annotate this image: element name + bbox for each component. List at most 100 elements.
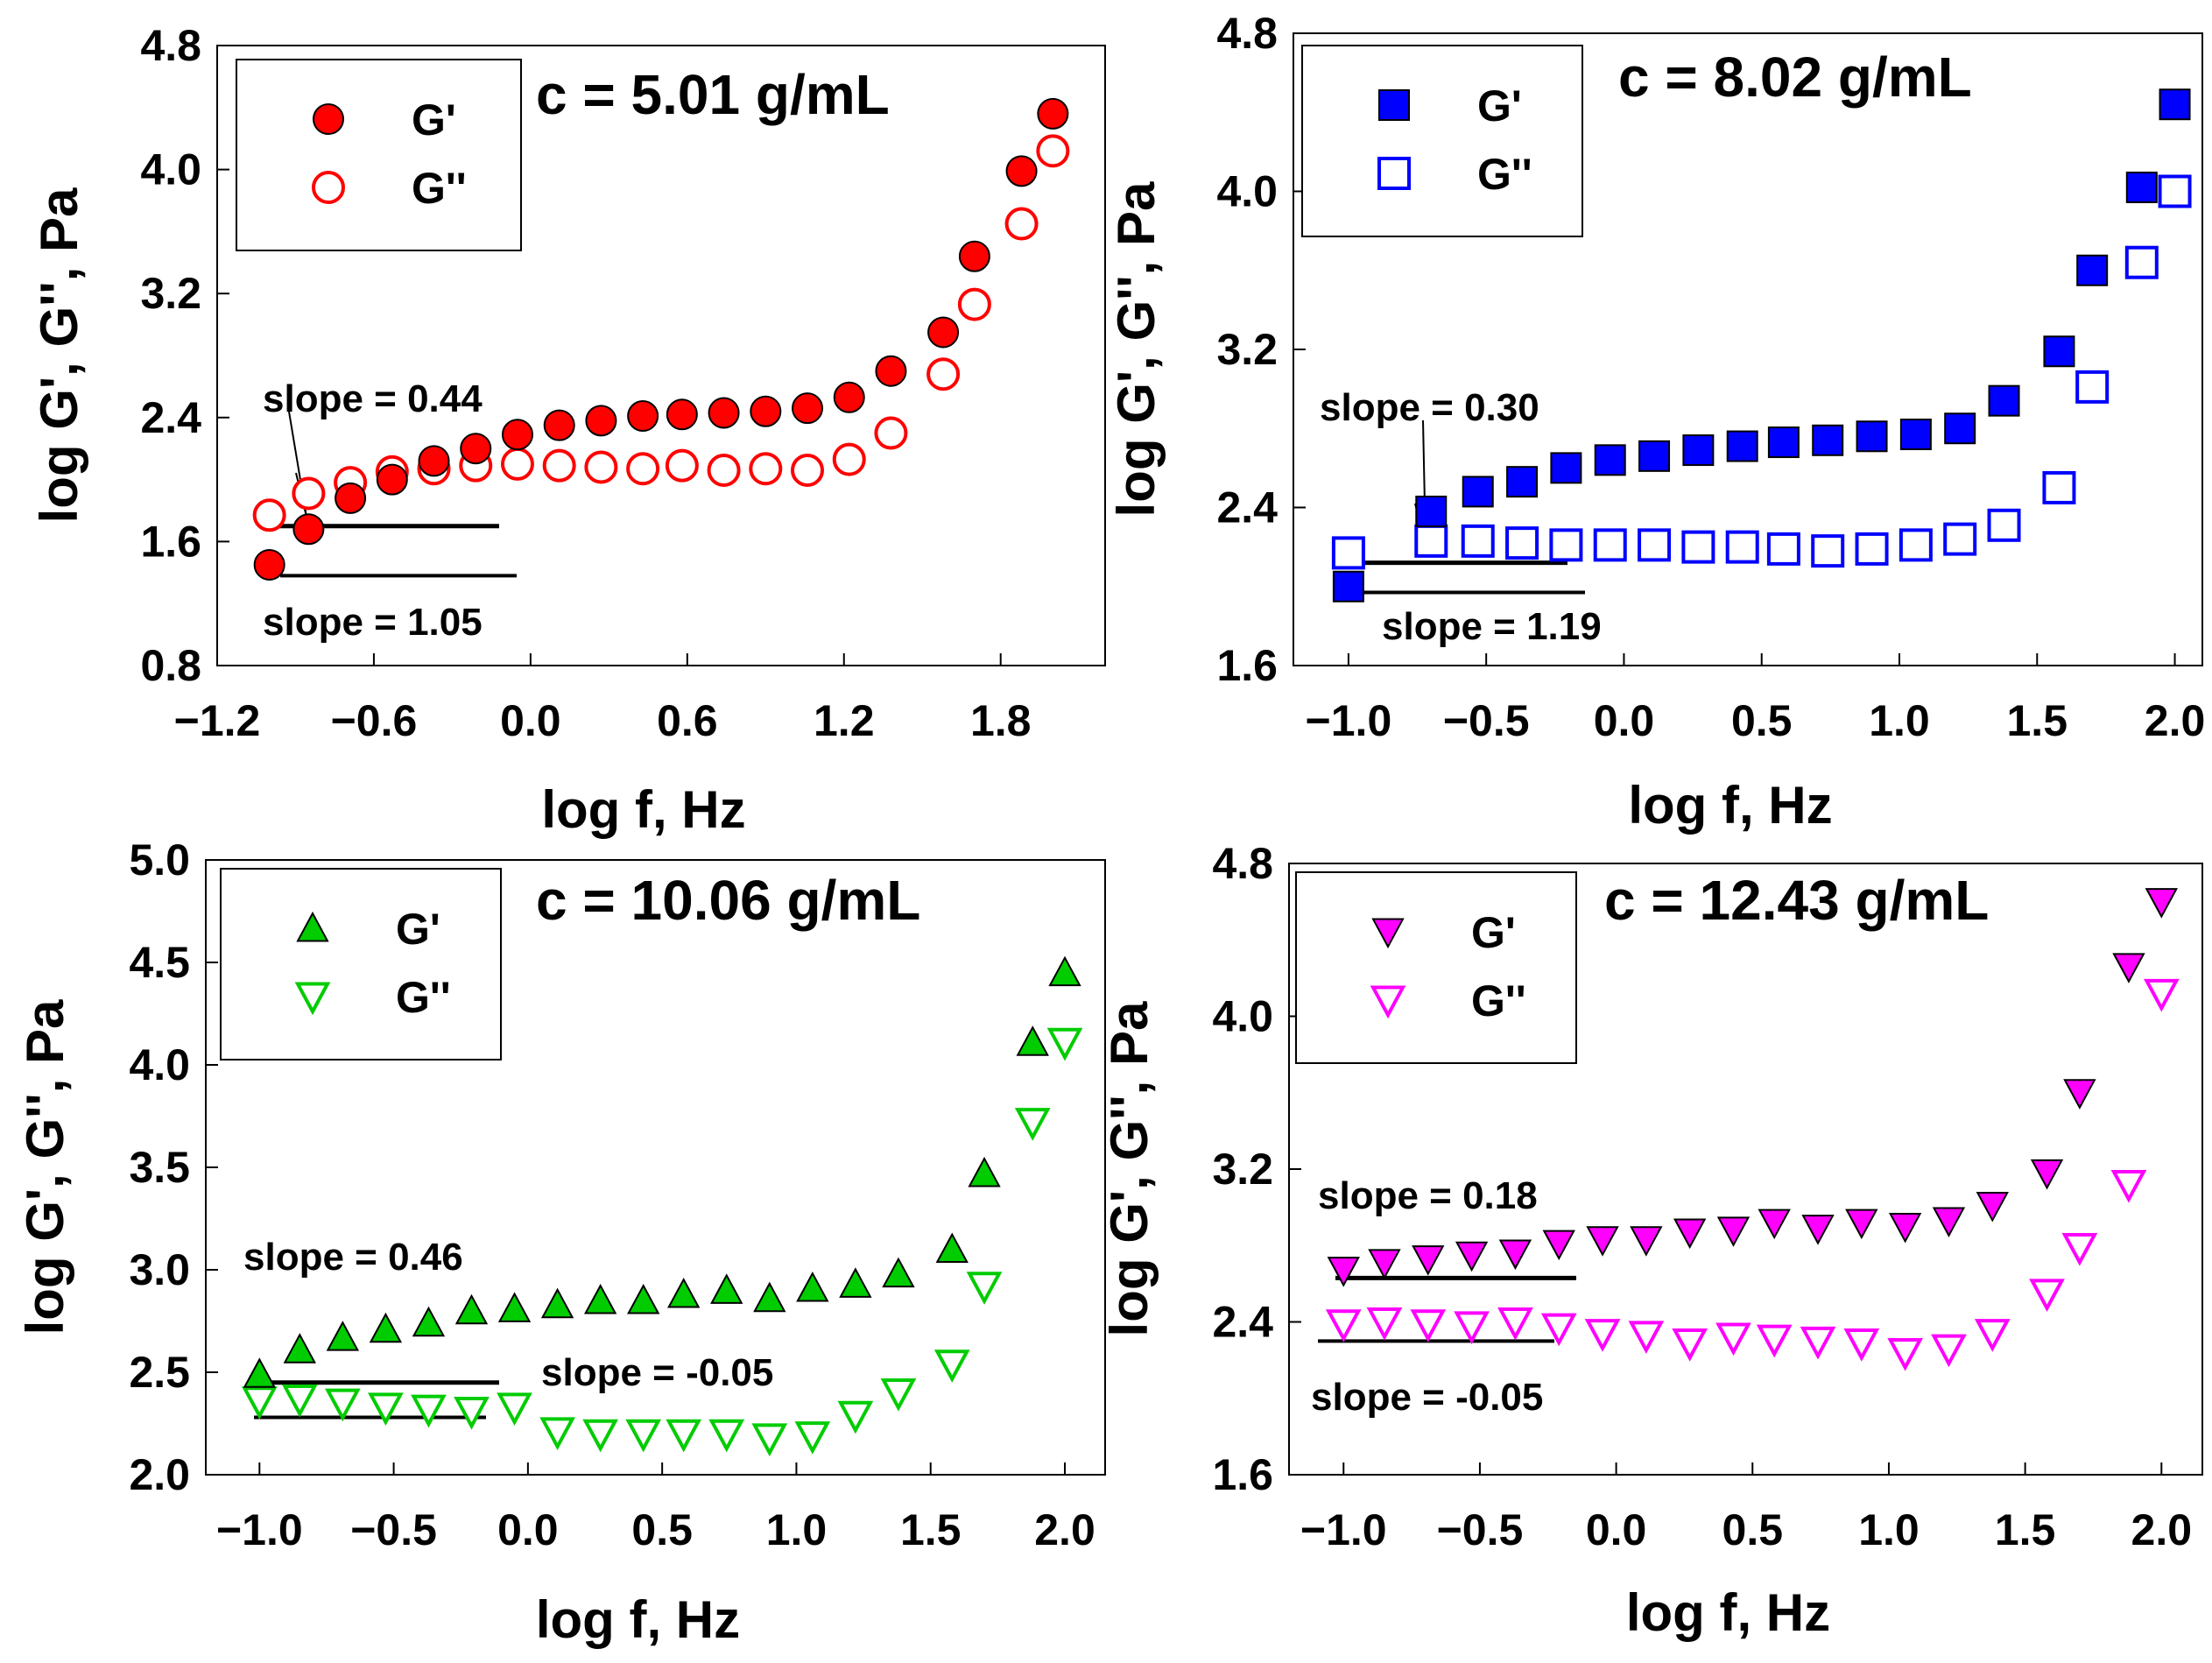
series-g-prime — [1332, 88, 2191, 602]
data-point — [832, 442, 866, 476]
legend-marker — [313, 103, 344, 135]
data-point — [1461, 524, 1495, 558]
y-axis-title: log G', G'', Pa — [16, 999, 74, 1335]
x-tick-label: 0.5 — [631, 1505, 693, 1554]
legend-marker — [312, 171, 345, 204]
data-point — [2125, 171, 2158, 203]
chart-title: c = 5.01 g/mL — [536, 63, 890, 126]
data-point — [839, 1267, 872, 1298]
x-tick-label: 2.0 — [2131, 1505, 2193, 1554]
series-g-double-prime — [1325, 978, 2180, 1371]
x-tick-label: 0.5 — [1731, 696, 1793, 745]
x-tick-label: 0.0 — [1594, 696, 1655, 745]
data-point — [749, 452, 783, 486]
data-point — [707, 453, 741, 487]
data-point — [1682, 434, 1715, 467]
data-point — [1455, 1241, 1489, 1272]
data-point — [368, 1392, 404, 1426]
data-point — [1672, 1328, 1708, 1362]
slope-annotation: slope = 0.46 — [243, 1236, 463, 1279]
data-point — [1756, 1324, 1793, 1358]
data-point — [324, 1388, 361, 1422]
legend-marker — [294, 982, 331, 1016]
data-point — [935, 1232, 969, 1264]
data-point — [292, 476, 326, 511]
x-tick-label: 0.5 — [1722, 1505, 1784, 1554]
data-point — [543, 409, 575, 441]
y-tick-label: 2.4 — [1216, 483, 1278, 532]
legend-label: G' — [1471, 908, 1516, 957]
legend-box — [1301, 45, 1583, 237]
data-point — [796, 1271, 829, 1302]
data-point — [666, 398, 698, 431]
data-point — [1037, 97, 1069, 130]
legend-label: G' — [412, 95, 456, 144]
legend-label: G'' — [396, 973, 451, 1022]
y-tick-label: 3.5 — [129, 1143, 190, 1192]
data-point — [1988, 384, 2020, 417]
legend-label: G'' — [412, 164, 467, 213]
data-point — [1462, 476, 1494, 508]
data-point — [1412, 1245, 1445, 1276]
legend-label: G'' — [1477, 150, 1532, 199]
data-point — [241, 1386, 278, 1420]
x-tick-label: 1.8 — [970, 696, 1032, 745]
chart-panel-4: 1.6 2.4 3.2 4.0 4.8 −1.0 −0.5 0.0 0.5 1.0 1.5 2.0 lo… — [1100, 839, 2203, 1642]
y-tick-label: 1.6 — [1212, 1450, 1273, 1499]
y-tick-label: 4.8 — [1212, 839, 1273, 888]
chart-panel-1: 0.8 1.6 2.4 3.2 4.0 4.8 −1.2 −0.6 0.0 0.6 1.2 1.8 lo… — [30, 21, 1106, 839]
x-axis-title: log f, Hz — [541, 780, 745, 839]
data-point — [1454, 1311, 1490, 1345]
data-point — [540, 1287, 574, 1319]
data-point — [927, 316, 960, 349]
data-point — [753, 1281, 786, 1313]
x-tick-label: −1.0 — [216, 1505, 303, 1554]
data-point — [2042, 470, 2076, 504]
data-point — [584, 450, 618, 484]
data-point — [875, 355, 907, 387]
data-point — [1325, 1309, 1362, 1342]
y-tick-label: 4.8 — [140, 21, 201, 70]
y-axis-title: log G', G'', Pa — [1100, 1001, 1159, 1336]
data-point — [1899, 528, 1933, 562]
data-point — [585, 405, 617, 437]
y-axis-title: log G', G'', Pa — [1107, 181, 1166, 517]
data-point — [625, 1419, 662, 1453]
data-point — [1497, 1307, 1533, 1341]
x-tick-label: 0.0 — [500, 696, 561, 745]
data-point — [708, 397, 740, 429]
y-tick-label: 2.4 — [1212, 1298, 1273, 1347]
x-tick-label: 1.5 — [900, 1505, 962, 1554]
y-tick-label: 3.0 — [129, 1245, 190, 1294]
x-tick-label: −0.6 — [331, 696, 418, 745]
data-point — [966, 1272, 1003, 1305]
data-point — [412, 1306, 446, 1337]
data-point — [542, 448, 576, 483]
series-g-double-prime — [241, 1027, 1083, 1457]
y-tick-label: 3.2 — [1216, 325, 1278, 374]
data-point — [1932, 1207, 1966, 1237]
x-tick-label: −0.5 — [1443, 696, 1530, 745]
data-point — [1801, 1215, 1835, 1245]
data-point — [2043, 335, 2075, 368]
y-tick-label: 3.2 — [1212, 1145, 1273, 1194]
data-point — [794, 1421, 831, 1455]
data-point — [583, 1283, 617, 1314]
data-point — [1046, 1027, 1083, 1061]
data-point — [2110, 1170, 2147, 1203]
data-point — [283, 1333, 316, 1364]
x-tick-label: −1.2 — [174, 696, 261, 745]
data-point — [1715, 1322, 1751, 1356]
data-point — [1414, 524, 1448, 558]
data-point — [833, 381, 865, 413]
series-g-double-prime — [1331, 174, 2192, 570]
chart-panel-2: 1.6 2.4 3.2 4.0 4.8 −1.0 −0.5 0.0 0.5 1.0 1.5 2.0 lo… — [1107, 9, 2205, 835]
data-point — [968, 1156, 1001, 1187]
data-point — [2075, 370, 2110, 404]
slope-annotation: slope = -0.05 — [541, 1351, 773, 1394]
data-point — [1812, 424, 1844, 456]
data-point — [1673, 1218, 1707, 1250]
x-tick-label: 1.0 — [1869, 696, 1930, 745]
data-point — [253, 548, 285, 581]
